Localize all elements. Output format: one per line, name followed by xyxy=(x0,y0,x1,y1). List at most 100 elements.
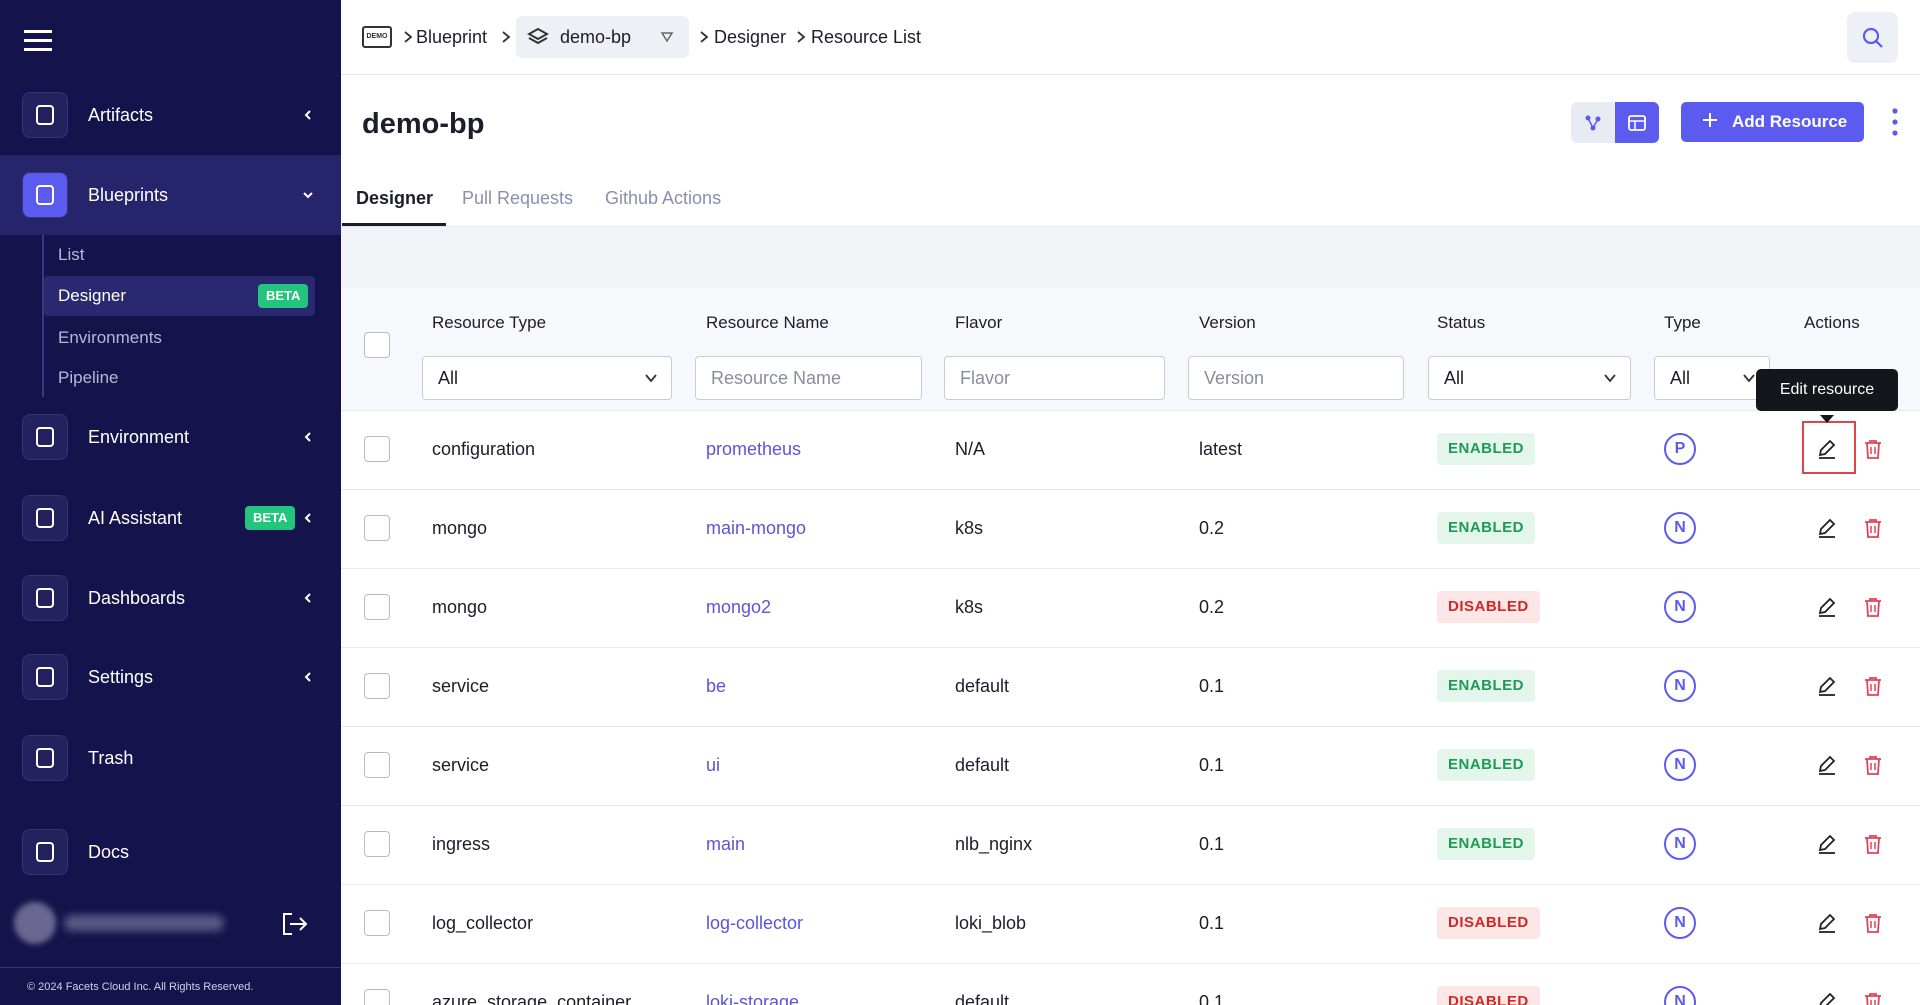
nav-icon[interactable] xyxy=(22,172,68,218)
row-checkbox[interactable] xyxy=(364,831,390,857)
resource-link[interactable]: ui xyxy=(706,755,721,775)
nav-label[interactable]: Docs xyxy=(88,842,130,862)
nav-icon[interactable] xyxy=(22,92,68,138)
search-button[interactable] xyxy=(1847,12,1898,63)
row-checkbox[interactable] xyxy=(364,752,390,778)
nav-icon[interactable] xyxy=(22,735,68,781)
edit-button[interactable] xyxy=(1816,438,1838,460)
row-checkbox[interactable] xyxy=(364,594,390,620)
nav-label[interactable]: Trash xyxy=(88,748,134,768)
sub-nav-label[interactable]: Pipeline xyxy=(58,368,119,387)
delete-button-glyph xyxy=(1865,993,1881,1005)
edit-button[interactable] xyxy=(1816,912,1838,934)
view-toggle-table[interactable] xyxy=(1615,102,1659,143)
sub-nav-label[interactable]: List xyxy=(58,245,85,264)
layers-glyph-glyph xyxy=(526,27,550,45)
nav-label[interactable]: Settings xyxy=(88,667,154,687)
edit-button[interactable] xyxy=(1816,754,1838,776)
nav-label[interactable]: Dashboards xyxy=(88,588,186,608)
cell: k8s xyxy=(955,597,984,617)
filter-input[interactable] xyxy=(944,356,1165,400)
nav-chevron xyxy=(300,187,316,203)
nav-chevron-glyph xyxy=(304,513,311,523)
type-badge: N xyxy=(1664,591,1696,623)
tab[interactable]: Github Actions xyxy=(605,188,722,208)
edit-button-glyph xyxy=(1818,834,1836,854)
cell: 0.1 xyxy=(1199,992,1225,1005)
delete-button[interactable] xyxy=(1862,675,1884,697)
nav-icon[interactable] xyxy=(22,829,68,875)
resource-link[interactable]: loki-storage xyxy=(706,992,800,1005)
delete-button[interactable] xyxy=(1862,596,1884,618)
nav-label[interactable]: Blueprints xyxy=(88,185,169,205)
nav-label[interactable]: AI Assistant xyxy=(88,508,183,528)
nav-icon[interactable] xyxy=(22,654,68,700)
resource-link[interactable]: mongo2 xyxy=(706,597,772,617)
row-checkbox[interactable] xyxy=(364,989,390,1005)
edit-button[interactable] xyxy=(1816,596,1838,618)
breadcrumb-sep xyxy=(795,30,807,44)
row-checkbox[interactable] xyxy=(364,515,390,541)
breadcrumb-item[interactable]: Designer xyxy=(714,27,787,47)
column-header: Version xyxy=(1199,313,1256,332)
breadcrumb-item[interactable]: demo-bp xyxy=(560,27,632,47)
filter-text: Version xyxy=(1204,368,1265,388)
nav-glyph xyxy=(33,103,57,127)
delete-button[interactable] xyxy=(1862,754,1884,776)
resource-link[interactable]: prometheus xyxy=(706,439,802,459)
sub-nav-label[interactable]: Environments xyxy=(58,328,162,347)
row-checkbox[interactable] xyxy=(364,673,390,699)
menu-button[interactable] xyxy=(22,28,54,52)
filter-select[interactable] xyxy=(422,356,672,400)
delete-button[interactable] xyxy=(1862,438,1884,460)
filter-select[interactable] xyxy=(1428,356,1631,400)
resource-link[interactable]: be xyxy=(706,676,727,696)
resource-link[interactable]: log-collector xyxy=(706,913,804,933)
resource-link[interactable]: main-mongo xyxy=(706,518,807,538)
edit-button[interactable] xyxy=(1816,517,1838,539)
cell: 0.1 xyxy=(1199,834,1225,854)
add-resource-button[interactable] xyxy=(1681,102,1864,142)
bp-select[interactable] xyxy=(516,16,689,58)
cell: k8s xyxy=(955,518,984,538)
filter-text: Resource Name xyxy=(711,368,842,388)
edit-button[interactable] xyxy=(1816,991,1838,1005)
tab[interactable]: Designer xyxy=(356,188,434,208)
nav-chevron-glyph xyxy=(304,110,311,120)
delete-button[interactable] xyxy=(1862,912,1884,934)
sub-nav-label[interactable]: Designer xyxy=(58,286,127,305)
view-toggle-graph[interactable] xyxy=(1571,102,1615,143)
delete-button[interactable] xyxy=(1862,833,1884,855)
nav-glyph xyxy=(33,840,57,864)
cell: log_collector xyxy=(432,913,534,933)
logout-button[interactable] xyxy=(280,910,310,938)
nav-icon[interactable] xyxy=(22,575,68,621)
row-checkbox[interactable] xyxy=(364,910,390,936)
breadcrumb-sep xyxy=(500,30,512,44)
user-name-blur xyxy=(64,915,224,931)
breadcrumb-item[interactable]: Blueprint xyxy=(416,27,488,47)
nav-chevron xyxy=(300,510,316,526)
edit-button[interactable] xyxy=(1816,675,1838,697)
nav-icon[interactable] xyxy=(22,495,68,541)
add-resource-label: Add Resource xyxy=(1732,112,1848,131)
filter-input[interactable] xyxy=(695,356,922,400)
nav-label[interactable]: Artifacts xyxy=(88,105,154,125)
resource-link[interactable]: main xyxy=(706,834,746,854)
delete-button[interactable] xyxy=(1862,517,1884,539)
kebab-menu-glyph xyxy=(1892,108,1898,136)
nav-label[interactable]: Environment xyxy=(88,427,190,447)
row-checkbox[interactable] xyxy=(364,436,390,462)
filter-input[interactable] xyxy=(1188,356,1404,400)
edit-button[interactable] xyxy=(1816,833,1838,855)
nav-glyph xyxy=(33,183,57,207)
select-chevron-glyph xyxy=(1743,374,1755,383)
tab[interactable]: Pull Requests xyxy=(462,188,574,208)
nav-icon[interactable] xyxy=(22,414,68,460)
edit-button-glyph xyxy=(1818,676,1836,696)
status-badge: ENABLED xyxy=(1437,749,1536,781)
header-checkbox[interactable] xyxy=(364,332,390,358)
delete-button[interactable] xyxy=(1862,991,1884,1005)
kebab-menu[interactable] xyxy=(1888,106,1902,138)
type-badge: N xyxy=(1664,828,1696,860)
